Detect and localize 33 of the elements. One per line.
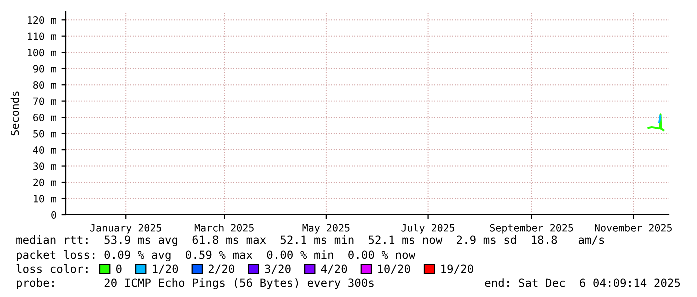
text: packet loss: 0.09 % avg 0.59 % max 0.00 % min 0.00 % now bbox=[17, 250, 416, 262]
x-tick-label: July 2025 bbox=[402, 224, 455, 234]
y-tick-label: 120 m bbox=[28, 16, 56, 24]
x-tick-label: November 2025 bbox=[595, 224, 672, 232]
y-tick-label: 80 m bbox=[34, 81, 56, 90]
y-axis-title: Seconds bbox=[10, 92, 20, 136]
y-tick-label: 90 m bbox=[34, 65, 56, 73]
legend-label: 0 bbox=[116, 264, 122, 274]
legend-label: 2/20 bbox=[208, 264, 234, 274]
legend-label: 19/20 bbox=[442, 264, 474, 274]
legend-title: loss color: bbox=[16, 264, 88, 274]
y-tick-label: 50 m bbox=[34, 130, 56, 138]
y-tick-label: 60 m bbox=[34, 114, 56, 122]
legend-label: 10/20 bbox=[378, 264, 410, 274]
line-series bbox=[648, 114, 665, 132]
y-tick-label: 110 m bbox=[28, 32, 56, 40]
y-tick-label: 10 m bbox=[34, 195, 56, 203]
x-tick-label: May 2025 bbox=[302, 224, 350, 234]
legend-label: 3/20 bbox=[265, 264, 291, 274]
legend-label: 1/20 bbox=[153, 264, 178, 274]
text: probe: 20 ICMP Echo Pings (56 Bytes) every 300s bbox=[17, 278, 374, 290]
x-tick-label: March 2025 bbox=[194, 224, 254, 232]
y-tick-label: 20 m bbox=[34, 178, 56, 186]
x-tick-label: January 2025 bbox=[90, 224, 162, 234]
text: end: Sat Dec 6 04:09:14 2025 bbox=[485, 278, 680, 288]
x-tick-label: September 2025 bbox=[490, 224, 574, 234]
text: median rtt: 53.9 ms avg 61.8 ms max 52.1 ms min 52.1 ms now 2.9 ms sd 18.8 am/s bbox=[16, 236, 604, 246]
legend-label: 4/20 bbox=[321, 264, 348, 274]
y-tick-label: 30 m bbox=[34, 162, 56, 170]
y-tick-label: 0 bbox=[52, 211, 56, 219]
y-tick-label: 100 m bbox=[28, 49, 56, 57]
y-tick-label: 70 m bbox=[34, 98, 56, 106]
y-tick-label: 40 m bbox=[33, 146, 56, 154]
